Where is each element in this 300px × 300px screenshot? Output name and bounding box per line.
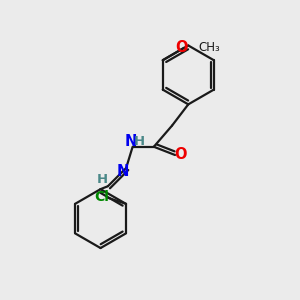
- Text: Cl: Cl: [94, 190, 109, 204]
- Text: N: N: [125, 134, 137, 149]
- Text: CH₃: CH₃: [198, 41, 220, 54]
- Text: O: O: [176, 40, 188, 55]
- Text: H: H: [134, 135, 145, 148]
- Text: H: H: [97, 173, 108, 186]
- Text: N: N: [117, 164, 129, 179]
- Text: O: O: [174, 147, 186, 162]
